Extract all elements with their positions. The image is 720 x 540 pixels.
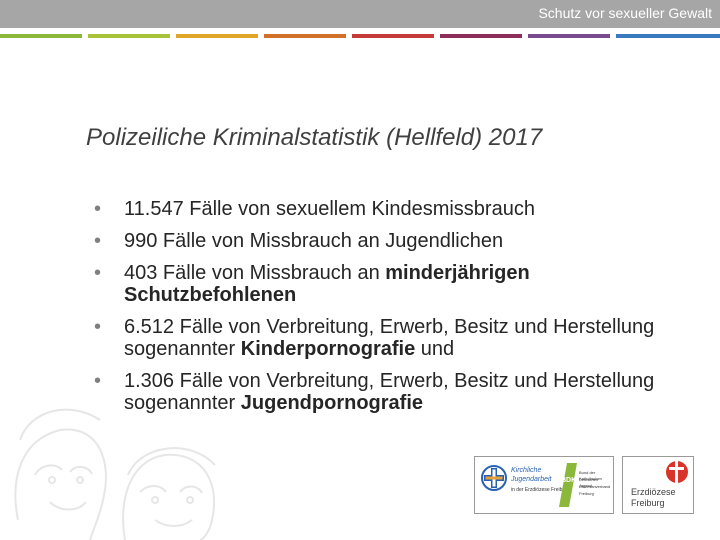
bullet-marker: • [94,370,102,392]
bullet-marker: • [94,262,102,284]
header-title: Schutz vor sexueller Gewalt [538,5,712,21]
bullet-emphasis: Jugendpornografie [240,392,423,414]
color-stripe [88,34,170,38]
bullet-text: 990 Fälle von Missbrauch an Jugendlichen [124,230,504,252]
list-item: • 1.306 Fälle von Verbreitung, Erwerb, B… [94,370,694,414]
bullet-list: • 11.547 Fälle von sexuellem Kindesmissb… [94,198,694,424]
erzdioezese-line2: Freiburg [631,498,665,508]
header-bar: Schutz vor sexueller Gewalt [0,0,720,28]
kirchliche-jugendarbeit-logo: Kirchliche Jugendarbeit in der Erzdiözes… [474,456,614,514]
bullet-text: 1.306 Fälle von Verbreitung, Erwerb, Bes… [124,370,655,414]
slide-title: Polizeiliche Kriminalstatistik (Hellfeld… [86,124,543,151]
color-stripe [176,34,258,38]
list-item: • 990 Fälle von Missbrauch an Jugendlich… [94,230,694,252]
bullet-text-tail: und [415,338,455,360]
erzdioezese-line1: Erzdiözese [631,487,676,497]
erzdioezese-emblem-icon [666,461,688,483]
list-item: • 6.512 Fälle von Verbreitung, Erwerb, B… [94,316,694,360]
logo-text-line1: Kirchliche [511,467,542,474]
bullet-marker: • [94,198,102,220]
bullet-text: 6.512 Fälle von Verbreitung, Erwerb, Bes… [124,316,655,360]
bdkj-name: BDKJ [561,477,581,484]
color-stripe [616,34,720,38]
bullet-text: 11.547 Fälle von sexuellem Kindesmissbra… [124,198,535,220]
cross-logo-icon [481,465,507,491]
color-stripe [440,34,522,38]
bdkj-line2: Katholischen Jugend [579,476,602,488]
bullet-marker: • [94,316,102,338]
bullet-text: 403 Fälle von Missbrauch an [124,262,386,284]
color-stripe [0,34,82,38]
bullet-marker: • [94,230,102,252]
list-item: • 11.547 Fälle von sexuellem Kindesmissb… [94,198,694,220]
erzdioezese-freiburg-logo: Erzdiözese Freiburg [622,456,694,514]
bdkj-line3: Diözesanverband Freiburg [579,484,611,496]
bullet-emphasis: Kinderpornografie [240,338,416,360]
bdkj-logo-icon [559,463,577,507]
bdkj-line1: Bund der Deutschen [579,470,599,482]
color-stripe [352,34,434,38]
color-stripes [0,34,720,38]
logo-text-line3: in der Erzdiözese Freiburg [511,487,570,493]
partner-logos: Kirchliche Jugendarbeit in der Erzdiözes… [474,456,710,516]
logo-text-line2: Jugendarbeit [511,476,552,483]
list-item: • 403 Fälle von Missbrauch an minderjähr… [94,262,694,306]
color-stripe [264,34,346,38]
color-stripe [528,34,610,38]
bullet-emphasis: minderjährigen Schutzbefohlenen [124,262,530,306]
children-sketch-watermark [14,408,216,540]
